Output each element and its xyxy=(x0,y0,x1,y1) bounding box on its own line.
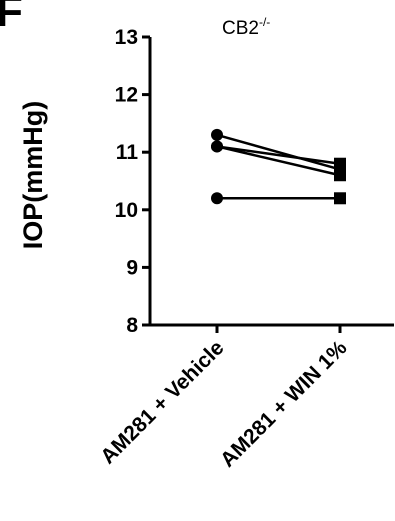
chart-title-superscript: -/- xyxy=(259,15,270,29)
chart-title-main: CB2 xyxy=(222,18,259,39)
y-tick-label: 8 xyxy=(126,314,138,337)
y-tick-label: 10 xyxy=(115,199,138,222)
data-point-square xyxy=(334,157,346,170)
panel-letter: F xyxy=(0,0,23,36)
y-tick-label: 12 xyxy=(115,84,138,107)
series-line xyxy=(216,145,341,177)
series-line xyxy=(216,145,341,165)
series-lines xyxy=(216,133,341,200)
y-tick-label: 11 xyxy=(116,141,139,164)
series-line xyxy=(216,133,341,171)
series-markers xyxy=(211,128,346,205)
data-point-square xyxy=(334,192,346,205)
x-tick-label: AM281 + Vehicle xyxy=(96,336,228,468)
data-point-circle xyxy=(211,192,223,205)
data-point-square xyxy=(334,169,346,182)
x-tick-label: AM281 + WIN 1% xyxy=(216,336,352,472)
chart-title: CB2-/- xyxy=(222,15,270,39)
y-tick-label: 9 xyxy=(126,256,138,279)
y-axis-title: IOP(mmHg) xyxy=(18,101,48,250)
y-tick-label: 13 xyxy=(115,26,138,49)
data-point-circle xyxy=(211,128,223,141)
y-ticks: 8 9 10 11 12 13 xyxy=(115,26,150,337)
data-point-circle xyxy=(211,140,223,153)
